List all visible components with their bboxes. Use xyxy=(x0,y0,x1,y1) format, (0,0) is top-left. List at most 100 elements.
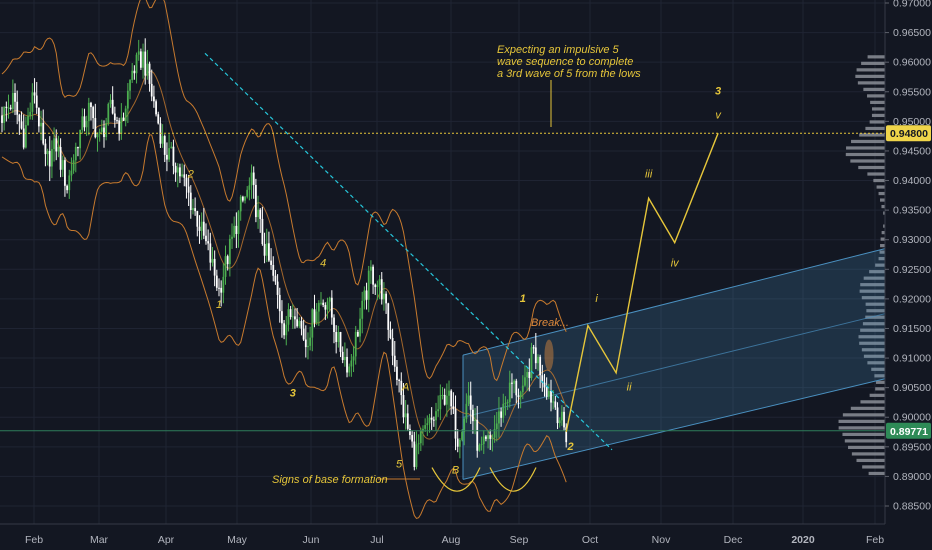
profile-bar xyxy=(880,237,885,241)
profile-bar xyxy=(856,68,885,72)
candle-body xyxy=(435,411,437,421)
profile-bar xyxy=(867,172,885,176)
price-tick-label: 0.89000 xyxy=(893,471,931,483)
candle-body xyxy=(387,303,390,330)
candle-body xyxy=(424,425,427,429)
candle-body xyxy=(235,225,238,234)
candle-body xyxy=(521,385,524,393)
candle-body xyxy=(545,387,548,397)
profile-bar xyxy=(848,445,885,450)
candle-body xyxy=(474,419,476,422)
candle-body xyxy=(370,266,372,271)
candle-body xyxy=(526,372,529,378)
time-tick-label: Oct xyxy=(582,534,598,546)
price-axis: 0.97000 0.96500 0.96000 0.95500 0.95000 0.945… xyxy=(884,0,932,550)
candle-body xyxy=(511,382,513,384)
candle-body xyxy=(183,174,186,178)
candle-body xyxy=(163,136,166,155)
candle-body xyxy=(413,441,416,467)
wave-label: 4 xyxy=(320,257,326,269)
current-price-badge: 0.89771 xyxy=(890,426,928,438)
candle-body xyxy=(70,170,73,176)
candle-body xyxy=(534,347,537,364)
time-tick-label: Feb xyxy=(866,534,884,546)
base-arc-left xyxy=(431,467,481,492)
channel-lower xyxy=(462,378,886,480)
candle-body xyxy=(471,409,474,422)
candle-body xyxy=(109,99,112,104)
candle-body xyxy=(441,394,444,396)
price-axis-bg xyxy=(885,0,932,550)
candle-body xyxy=(328,297,331,302)
candle-body xyxy=(552,401,555,403)
candlesticks xyxy=(1,38,568,471)
candle-body xyxy=(302,328,305,340)
candle-body xyxy=(27,115,29,126)
channel-upper xyxy=(462,248,886,356)
profile-bar xyxy=(868,471,885,476)
profile-bar xyxy=(873,178,885,183)
candle-body xyxy=(409,428,411,436)
profile-bar xyxy=(859,341,885,345)
candle-body xyxy=(85,121,88,128)
candle-body xyxy=(333,317,335,333)
candle-body xyxy=(9,107,12,109)
candle-body xyxy=(133,70,136,74)
candle-body xyxy=(560,411,563,421)
wave-label: B xyxy=(452,464,459,476)
candle-body xyxy=(539,356,542,376)
profile-bar xyxy=(880,244,885,248)
time-tick-label: Feb xyxy=(25,534,43,546)
candle-body xyxy=(537,356,539,364)
candle-body xyxy=(307,345,309,348)
candle-body xyxy=(465,403,468,419)
candle-body xyxy=(278,294,281,312)
candle-body xyxy=(558,420,561,424)
wave-label: 3 xyxy=(290,388,296,400)
wave-label: i xyxy=(595,293,598,305)
candle-body xyxy=(3,106,6,123)
candle-body xyxy=(380,279,383,300)
candle-body xyxy=(14,92,16,102)
price-tick-label: 0.92500 xyxy=(893,264,931,276)
price-tick-label: 0.93500 xyxy=(893,205,931,217)
candle-body xyxy=(415,444,418,467)
time-tick-label: Jul xyxy=(370,534,383,546)
candle-body xyxy=(402,395,405,418)
candle-body xyxy=(515,380,518,396)
volume-profile xyxy=(838,55,885,476)
candle-body xyxy=(500,411,502,418)
candle-body xyxy=(220,287,223,293)
candle-body xyxy=(487,435,489,439)
base-arc-right xyxy=(489,467,537,492)
profile-bar xyxy=(842,432,885,436)
candle-body xyxy=(118,120,121,134)
candle-body xyxy=(79,129,82,149)
candle-body xyxy=(456,438,459,447)
candle-body xyxy=(48,150,51,167)
candle-body xyxy=(51,149,53,167)
candle-body xyxy=(87,102,90,122)
candle-body xyxy=(289,309,292,317)
profile-bar xyxy=(883,224,885,228)
candle-body xyxy=(376,284,379,288)
candle-body xyxy=(541,375,544,383)
candle-body xyxy=(411,435,414,442)
candle-body xyxy=(263,244,266,256)
profile-bar xyxy=(838,419,885,423)
candle-body xyxy=(422,428,424,432)
profile-bar xyxy=(878,191,885,196)
candle-body xyxy=(341,351,344,361)
candle-body xyxy=(285,324,288,336)
candle-body xyxy=(64,160,66,186)
candle-body xyxy=(55,138,58,152)
profile-bar xyxy=(850,406,885,410)
candle-body xyxy=(250,172,253,186)
profile-bar xyxy=(838,426,885,430)
candle-body xyxy=(200,221,203,231)
candle-body xyxy=(246,189,249,197)
profile-bar xyxy=(867,94,885,98)
candle-body xyxy=(59,147,62,170)
candle-body xyxy=(224,256,227,277)
